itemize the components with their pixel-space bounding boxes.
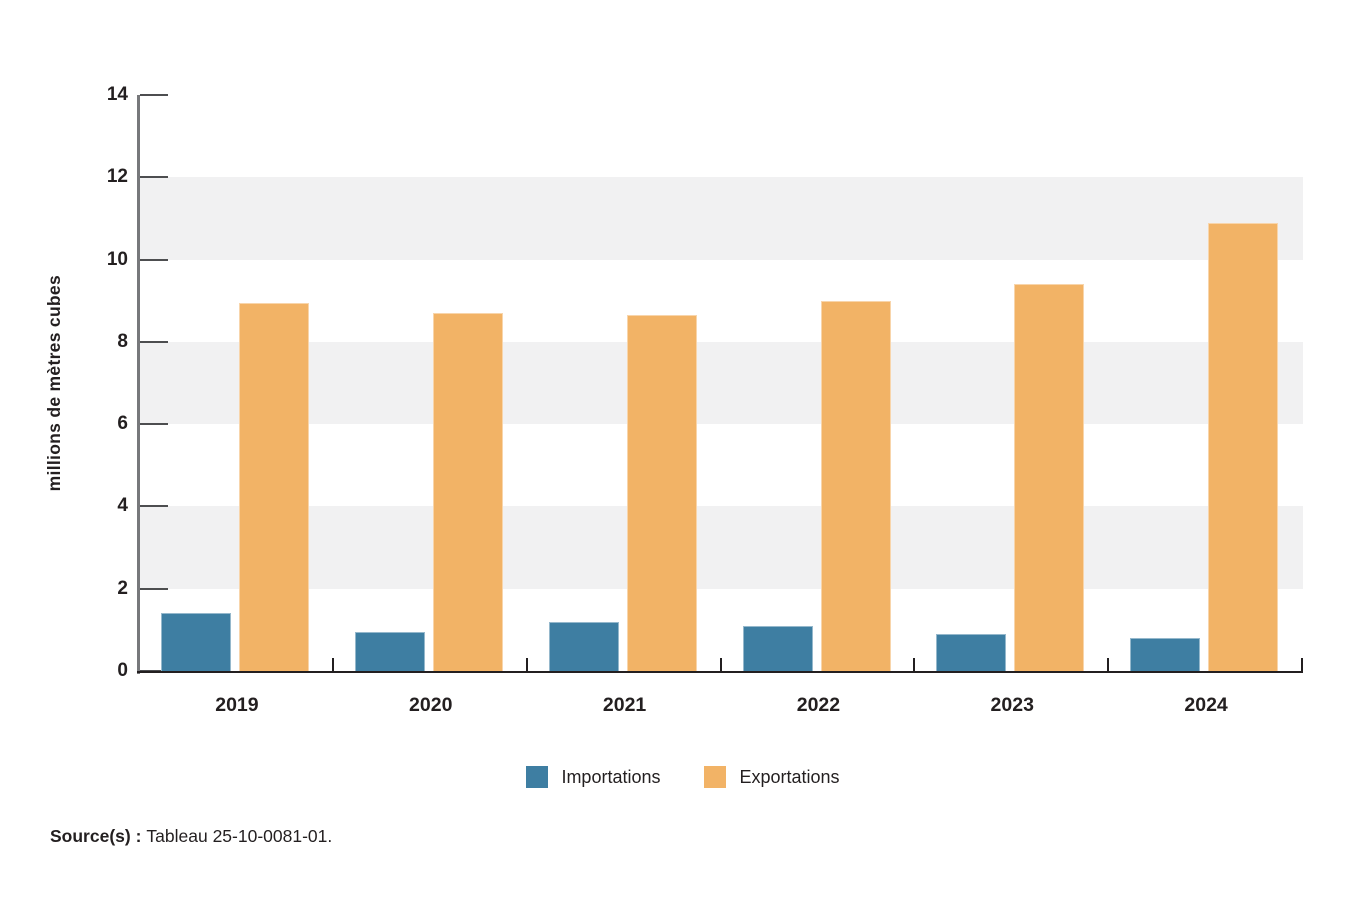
x-axis-label: 2022 bbox=[796, 694, 841, 716]
bar-importations-2023 bbox=[936, 633, 1007, 671]
x-axis-label: 2019 bbox=[215, 694, 259, 716]
x-axis-tick bbox=[913, 658, 916, 671]
x-axis-label: 2024 bbox=[1184, 694, 1228, 716]
bar-exportations-2022 bbox=[820, 300, 891, 671]
y-axis-tick-label: 10 bbox=[106, 248, 128, 270]
legend-item-exportations: Exportations bbox=[704, 766, 840, 788]
y-axis-tick-label: 6 bbox=[117, 413, 128, 435]
x-axis-tick bbox=[1107, 658, 1110, 671]
plot-area: 0 2 4 6 8 10 12 14 2019 2020 2021 2022 2023 2024 bbox=[107, 84, 1303, 716]
bar-importations-2024 bbox=[1130, 638, 1201, 671]
bar-exportations-2020 bbox=[432, 313, 503, 671]
x-axis-tick bbox=[331, 658, 334, 671]
y-axis-tick-label: 4 bbox=[117, 495, 128, 517]
source-prefix: Source(s) : bbox=[50, 826, 142, 846]
y-axis-tick bbox=[140, 94, 168, 96]
legend-label-importations: Importations bbox=[561, 766, 661, 787]
y-axis-tick bbox=[140, 340, 168, 343]
grid-band bbox=[140, 177, 1303, 260]
y-axis-tick bbox=[140, 176, 168, 179]
y-axis-tick bbox=[140, 423, 168, 426]
bar-importations-2021 bbox=[548, 621, 619, 671]
y-axis-tick-label: 0 bbox=[117, 660, 128, 681]
y-axis-tick-label: 8 bbox=[117, 330, 128, 352]
y-axis-tick bbox=[140, 587, 168, 590]
source-note: Source(s) : Tableau 25-10-0081-01. bbox=[50, 826, 332, 847]
source-text: Tableau 25-10-0081-01. bbox=[146, 826, 333, 846]
bar-exportations-2019 bbox=[239, 302, 309, 671]
x-axis-label: 2021 bbox=[602, 694, 647, 716]
y-axis-title: millions de mètres cubes bbox=[38, 95, 70, 671]
y-axis-title-text: millions de mètres cubes bbox=[43, 274, 64, 492]
y-axis-tick bbox=[140, 258, 168, 261]
x-axis-tick bbox=[1301, 658, 1303, 671]
bar-exportations-2023 bbox=[1014, 284, 1085, 671]
grid-band bbox=[140, 341, 1303, 425]
y-axis-tick-label: 14 bbox=[106, 84, 128, 105]
bar-importations-2019 bbox=[161, 613, 231, 671]
bar-importations-2020 bbox=[354, 631, 425, 671]
y-axis-tick-label: 12 bbox=[106, 166, 128, 188]
exportations-swatch bbox=[704, 766, 727, 788]
x-axis-label: 2023 bbox=[990, 694, 1034, 716]
y-axis-tick bbox=[140, 505, 168, 508]
bar-exportations-2024 bbox=[1208, 222, 1279, 671]
x-axis-label: 2020 bbox=[409, 694, 453, 716]
importations-swatch bbox=[526, 766, 549, 788]
legend-item-importations: Importations bbox=[526, 766, 660, 788]
y-axis-tick-label: 2 bbox=[117, 577, 128, 599]
grid-band bbox=[140, 506, 1303, 589]
x-axis-line bbox=[137, 671, 1303, 673]
bar-importations-2022 bbox=[742, 625, 813, 671]
legend: Importations Exportations bbox=[0, 766, 1366, 788]
bar-exportations-2021 bbox=[626, 315, 697, 671]
x-axis-tick bbox=[525, 658, 528, 671]
x-axis-tick bbox=[719, 658, 722, 671]
legend-label-exportations: Exportations bbox=[739, 766, 840, 787]
y-axis-line bbox=[137, 95, 140, 674]
